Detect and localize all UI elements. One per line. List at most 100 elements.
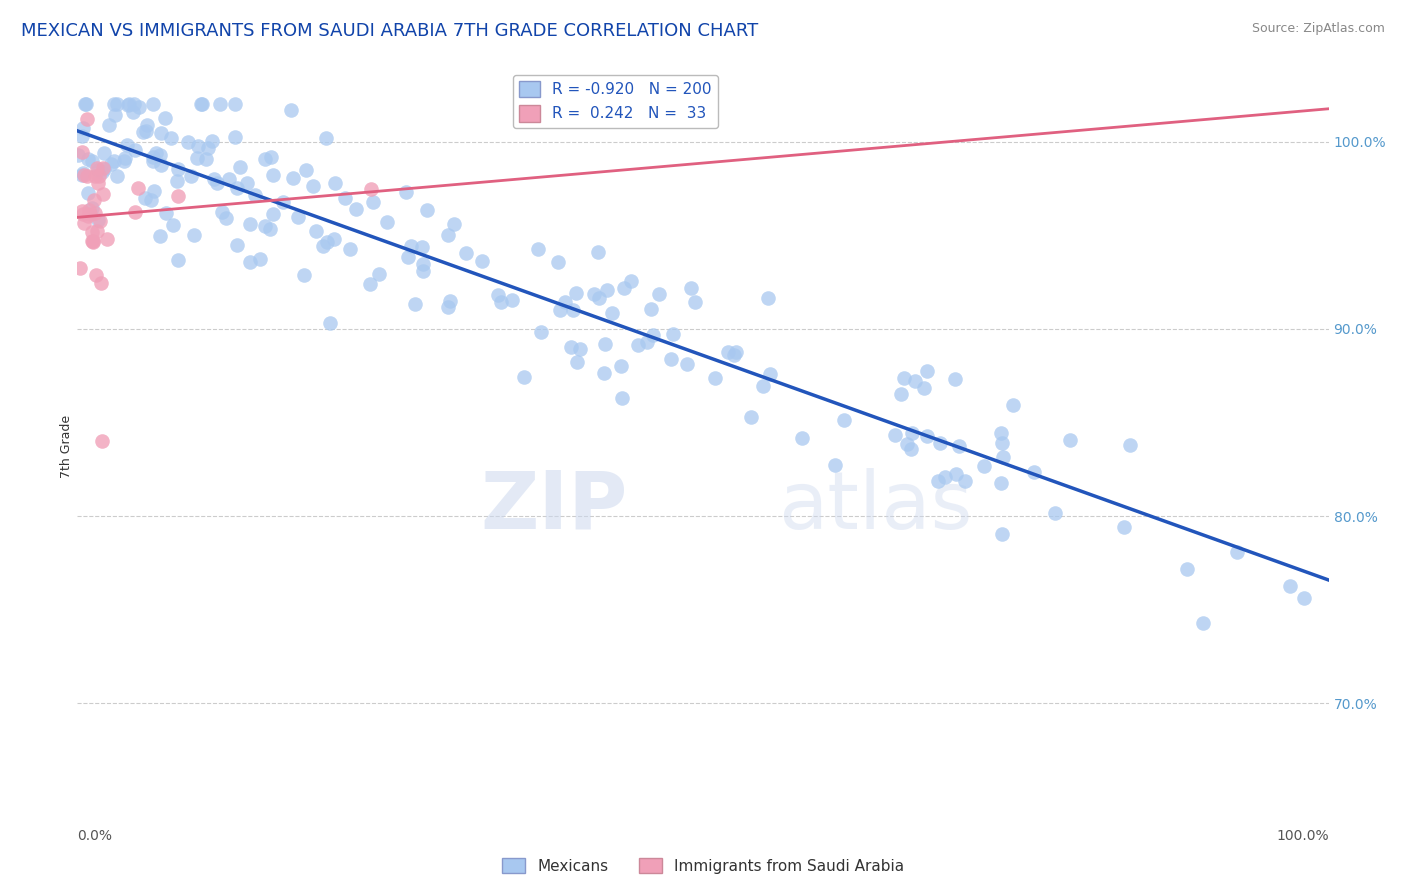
Point (917, 364, 939, 378)
Point (312, 238, 335, 252)
Point (569, 342, 592, 356)
Point (72, 166, 94, 180)
Point (134, 191, 156, 205)
Point (93, 161, 115, 176)
Point (72, 207, 94, 221)
Point (1112, 520, 1135, 534)
Point (127, 181, 149, 195)
Point (73, 216, 96, 230)
Point (904, 374, 927, 388)
Point (554, 295, 576, 310)
Point (149, 228, 172, 243)
Point (149, 148, 172, 162)
Point (249, 252, 271, 266)
Point (648, 287, 671, 301)
Point (259, 221, 281, 235)
Point (900, 442, 922, 456)
Point (562, 302, 585, 317)
Point (596, 283, 619, 297)
Point (565, 285, 588, 300)
Point (86, 268, 108, 283)
Point (661, 352, 683, 367)
Point (685, 294, 707, 309)
Point (323, 232, 346, 246)
Point (191, 97, 214, 112)
Point (292, 268, 315, 282)
Point (149, 126, 172, 140)
Point (75, 97, 97, 112)
Point (194, 152, 217, 166)
Point (142, 150, 165, 164)
Point (104, 108, 127, 122)
Point (253, 219, 276, 233)
Point (132, 125, 155, 139)
Point (124, 204, 146, 219)
Point (929, 436, 952, 450)
Point (759, 368, 782, 382)
Point (934, 470, 956, 484)
Point (211, 205, 233, 219)
Point (73, 97, 96, 112)
Point (550, 303, 572, 318)
Point (641, 328, 664, 343)
Point (676, 357, 699, 371)
Point (640, 301, 662, 316)
Text: 0.0%: 0.0% (77, 829, 112, 843)
Point (530, 325, 553, 339)
Point (627, 338, 650, 352)
Point (912, 380, 935, 394)
Point (224, 130, 246, 145)
Point (620, 275, 643, 289)
Point (183, 227, 205, 242)
Point (740, 410, 762, 425)
Point (602, 306, 624, 320)
Point (792, 431, 814, 445)
Text: ZIP: ZIP (481, 467, 628, 546)
Point (437, 227, 460, 242)
Point (218, 172, 240, 186)
Point (411, 240, 433, 254)
Point (77, 203, 100, 218)
Point (139, 193, 162, 207)
Point (527, 242, 550, 256)
Point (901, 426, 924, 441)
Point (186, 151, 208, 165)
Point (69, 260, 91, 275)
Point (167, 189, 190, 203)
Point (76, 210, 98, 224)
Point (226, 238, 249, 252)
Point (229, 160, 252, 174)
Point (404, 297, 426, 311)
Point (135, 124, 157, 138)
Point (155, 206, 177, 220)
Point (93, 161, 115, 176)
Point (1022, 465, 1045, 479)
Legend: R = -0.920   N = 200, R =  0.242   N =  33: R = -0.920 N = 200, R = 0.242 N = 33 (513, 75, 718, 128)
Point (84, 169, 107, 184)
Point (1119, 438, 1142, 452)
Point (318, 317, 340, 331)
Point (396, 250, 419, 264)
Point (97, 118, 120, 132)
Point (145, 145, 167, 160)
Point (93, 186, 115, 201)
Point (565, 354, 588, 368)
Point (588, 245, 610, 260)
Point (90, 276, 112, 290)
Point (72, 121, 94, 136)
Point (224, 97, 246, 112)
Point (177, 135, 200, 149)
Point (491, 295, 513, 310)
Point (943, 372, 966, 386)
Point (82, 153, 104, 168)
Point (399, 239, 422, 253)
Point (287, 210, 309, 224)
Point (115, 138, 138, 153)
Point (87, 177, 110, 191)
Point (76, 186, 98, 201)
Point (243, 188, 266, 202)
Point (225, 181, 247, 195)
Point (724, 345, 747, 359)
Point (593, 366, 616, 380)
Point (613, 280, 636, 294)
